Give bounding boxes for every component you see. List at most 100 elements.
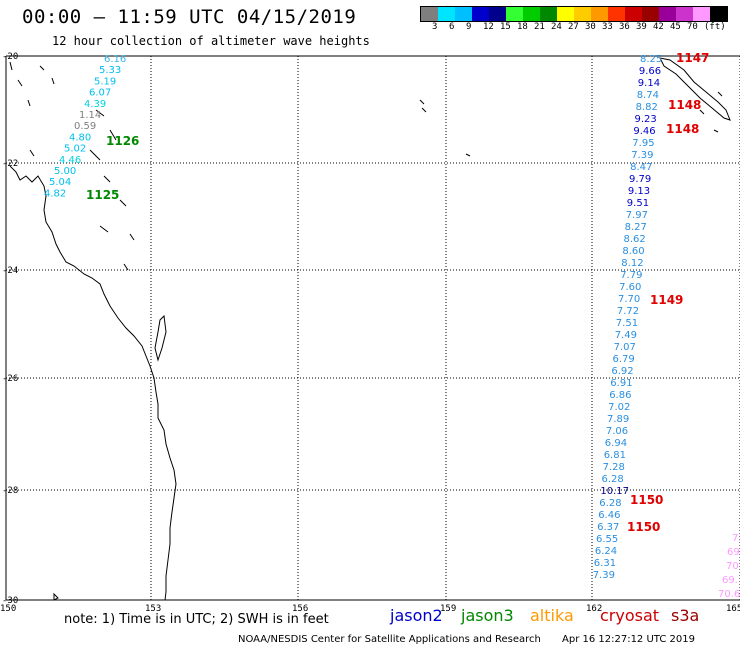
new-caledonia xyxy=(659,57,731,121)
wave-height-label: 7.79 xyxy=(620,270,642,281)
wave-height-label: 9.79 xyxy=(629,174,651,185)
wave-height-label: 6.55 xyxy=(596,534,618,545)
satellite-legend-cryosat: cryosat xyxy=(600,606,660,625)
longitude-label: 156 xyxy=(292,604,308,614)
scale-label: 36 xyxy=(619,22,630,32)
wave-height-label: 8.25 xyxy=(640,54,662,65)
wave-height-label: 9.14 xyxy=(638,78,660,89)
color-scale-labels: 3 6 9 12 15 18 21 24 27 30 33 36 39 42 45 70 (ft) xyxy=(420,22,740,34)
scale-swatch xyxy=(455,7,472,21)
wave-height-label: 6.46 xyxy=(598,510,620,521)
wave-height-label: 8.12 xyxy=(621,258,643,269)
scale-swatch xyxy=(472,7,489,21)
wave-height-label: 8.82 xyxy=(636,102,658,113)
satellite-legend-jason3: jason3 xyxy=(461,606,514,625)
satellite-legend-s3a: s3a xyxy=(671,606,700,625)
wave-height-label: 8.27 xyxy=(625,222,647,233)
cycle-number-label: 1125 xyxy=(86,188,119,202)
latitude-label: -20 xyxy=(2,52,18,62)
wave-height-label: 10.17 xyxy=(600,486,629,497)
scale-label: 30 xyxy=(585,22,596,32)
wave-height-label: 4.82 xyxy=(44,188,66,199)
latitude-label: -30 xyxy=(2,596,18,606)
longitude-label: 162 xyxy=(586,604,602,614)
wave-height-label: 6.07 xyxy=(89,88,111,99)
wave-height-label: 69 xyxy=(727,547,740,558)
scale-label: (ft) xyxy=(704,22,726,32)
wave-height-label: 5.19 xyxy=(94,76,116,87)
latitude-label: -28 xyxy=(2,486,18,496)
cycle-number-label: 1147 xyxy=(676,51,709,65)
longitude-label: 159 xyxy=(440,604,456,614)
wave-height-label: 7.72 xyxy=(617,306,639,317)
wave-height-label: 9.51 xyxy=(627,198,649,209)
longitude-label: 150 xyxy=(0,604,16,614)
scale-label: 42 xyxy=(653,22,664,32)
scale-swatch xyxy=(659,7,676,21)
wave-height-label: 69. xyxy=(722,575,738,586)
scale-label: 15 xyxy=(500,22,511,32)
australia-coastline xyxy=(9,61,177,601)
cycle-number-label: 1126 xyxy=(106,134,139,148)
wave-height-label: 7.60 xyxy=(619,282,641,293)
wave-height-label: 7.51 xyxy=(616,318,638,329)
fraser-island xyxy=(154,314,167,362)
wave-height-color-scale xyxy=(420,6,728,22)
wave-height-label: 6.28 xyxy=(602,474,624,485)
wave-height-label: 4.46 xyxy=(59,155,81,166)
wave-height-label: 7. xyxy=(732,533,740,544)
map-note: note: 1) Time is in UTC; 2) SWH is in fe… xyxy=(64,612,329,627)
wave-height-label: 9.13 xyxy=(628,186,650,197)
wave-height-label: 5.02 xyxy=(64,144,86,155)
lat-lon-grid xyxy=(5,55,740,601)
satellite-legend-jason2: jason2 xyxy=(390,606,443,625)
cycle-number-label: 1150 xyxy=(630,493,663,507)
wave-height-label: 6.94 xyxy=(605,438,627,449)
latitude-label: -22 xyxy=(2,159,18,169)
wave-height-label: 4.39 xyxy=(84,99,106,110)
wave-height-label: 8.47 xyxy=(630,162,652,173)
scale-swatch xyxy=(676,7,693,21)
wave-height-label: 7.28 xyxy=(603,462,625,473)
wave-height-label: 7.39 xyxy=(631,150,653,161)
wave-height-label: 6.24 xyxy=(595,546,617,557)
wave-height-label: 6.28 xyxy=(599,498,621,509)
scale-swatch xyxy=(523,7,540,21)
wave-height-label: 6.37 xyxy=(597,522,619,533)
wave-height-label: 0.59 xyxy=(74,121,96,132)
scale-swatch xyxy=(625,7,642,21)
map-title: 00:00 – 11:59 UTC 04/15/2019 xyxy=(22,6,357,28)
scale-label: 27 xyxy=(568,22,579,32)
wave-height-label: 6.92 xyxy=(611,366,633,377)
wave-height-label: 4.80 xyxy=(69,132,91,143)
cycle-number-labels: 1126 1125 1147 1148 1148 1149 1150 1150 xyxy=(86,51,709,534)
scale-swatch xyxy=(574,7,591,21)
scale-label: 45 xyxy=(670,22,681,32)
scale-label: 21 xyxy=(534,22,545,32)
wave-height-label: 6.79 xyxy=(613,354,635,365)
wave-height-label: 7.06 xyxy=(606,426,628,437)
wave-height-label: 7.02 xyxy=(608,402,630,413)
scale-label: 12 xyxy=(483,22,494,32)
credit-line: NOAA/NESDIS Center for Satellite Applica… xyxy=(238,634,541,645)
wave-height-label: 7.39 xyxy=(593,570,615,581)
scale-swatch xyxy=(710,7,727,21)
satellite-legend-altika: altika xyxy=(530,606,574,625)
wave-height-label: 8.60 xyxy=(622,246,644,257)
wave-height-label: 9.23 xyxy=(635,114,657,125)
scale-swatch xyxy=(591,7,608,21)
longitude-label: 153 xyxy=(145,604,161,614)
wave-height-label: 5.04 xyxy=(49,177,71,188)
lord-howe-marker xyxy=(53,592,59,601)
scale-swatch xyxy=(421,7,438,21)
scale-label: 33 xyxy=(602,22,613,32)
cycle-number-label: 1148 xyxy=(666,122,699,136)
cycle-number-label: 1150 xyxy=(627,520,660,534)
wave-height-label: 7.97 xyxy=(626,210,648,221)
longitude-label: 165 xyxy=(726,604,740,614)
cycle-number-label: 1149 xyxy=(650,293,683,307)
scale-label: 24 xyxy=(551,22,562,32)
wave-height-label: 7.07 xyxy=(614,342,636,353)
